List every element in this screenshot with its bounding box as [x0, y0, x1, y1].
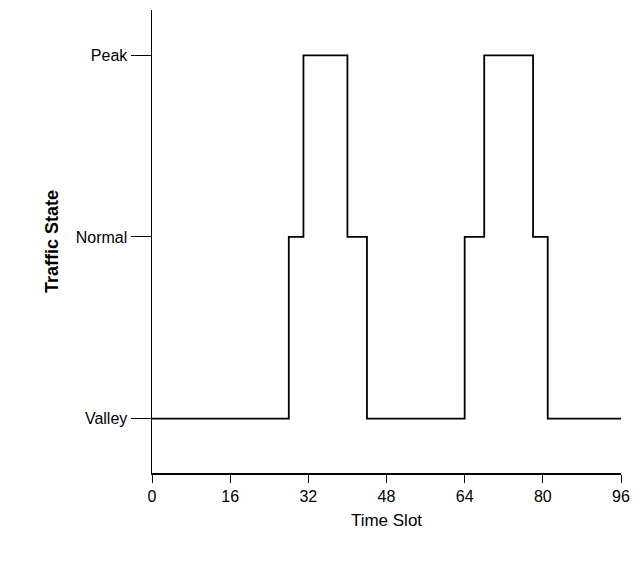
svg-text:0: 0: [148, 488, 157, 505]
svg-text:Time Slot: Time Slot: [351, 511, 422, 530]
svg-text:Traffic State: Traffic State: [42, 190, 62, 293]
svg-text:96: 96: [612, 488, 630, 505]
svg-text:80: 80: [534, 488, 552, 505]
svg-text:Peak: Peak: [91, 47, 128, 64]
svg-text:64: 64: [456, 488, 474, 505]
svg-text:16: 16: [221, 488, 239, 505]
svg-text:Normal: Normal: [76, 229, 128, 246]
svg-text:32: 32: [299, 488, 317, 505]
svg-text:48: 48: [378, 488, 396, 505]
svg-text:Valley: Valley: [85, 410, 127, 427]
